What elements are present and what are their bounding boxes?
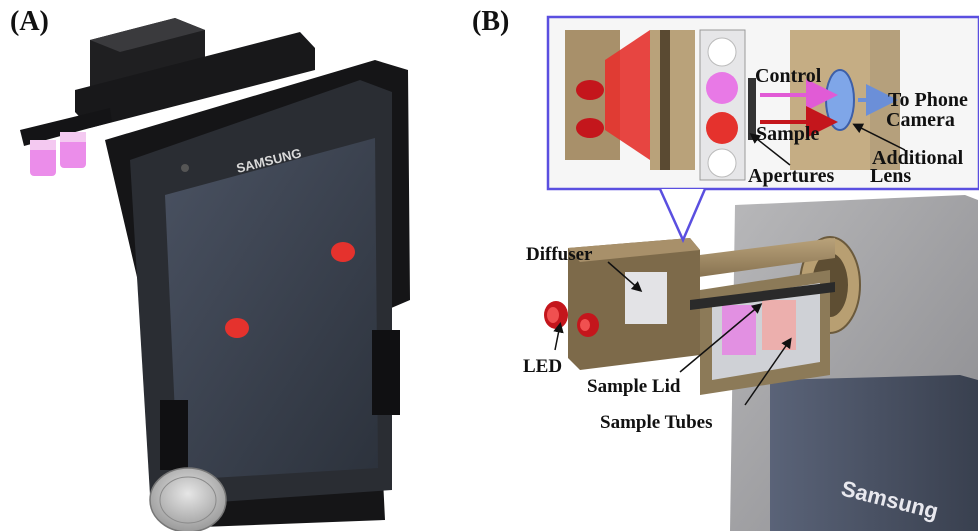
label-camera: Camera xyxy=(886,109,955,131)
render-sample-lid xyxy=(690,282,835,310)
sample-tubes-photo xyxy=(30,132,86,176)
panel-a-label: (A) xyxy=(10,6,49,37)
label-led: LED xyxy=(523,356,562,377)
clamp-bar xyxy=(75,32,315,128)
label-pointers xyxy=(553,123,906,406)
label-control: Control xyxy=(755,65,822,87)
panel-a-photo: SAMSUNG xyxy=(20,18,410,531)
inset-control-tube xyxy=(706,72,738,104)
inset-cross-section xyxy=(565,29,900,181)
panel-b-render: Samsung xyxy=(523,15,979,531)
inset-additional-lens xyxy=(825,69,855,131)
panel-b-label: (B) xyxy=(472,6,510,37)
label-lens: Lens xyxy=(870,165,911,187)
render-phone-body xyxy=(770,375,978,531)
label-apertures: Apertures xyxy=(748,165,834,187)
quarter-coin xyxy=(149,467,227,531)
render-leds xyxy=(544,301,599,337)
label-additional: Additional xyxy=(872,147,964,169)
label-sample: Sample xyxy=(756,123,819,145)
sample-arm xyxy=(20,108,112,146)
label-diffuser: Diffuser xyxy=(526,244,593,265)
side-clamp-right xyxy=(372,330,400,415)
label-sample-lid: Sample Lid xyxy=(587,376,681,397)
side-clamp-left xyxy=(160,400,188,470)
phone-screen xyxy=(165,138,378,480)
red-spot-left xyxy=(225,318,249,338)
render-diffuser xyxy=(625,272,667,324)
inset-sample-tube xyxy=(706,112,738,144)
callout-pointer xyxy=(658,188,707,244)
red-spot-right xyxy=(331,242,355,262)
label-to-phone: To Phone xyxy=(888,89,968,111)
label-sample-tubes: Sample Tubes xyxy=(600,412,712,433)
